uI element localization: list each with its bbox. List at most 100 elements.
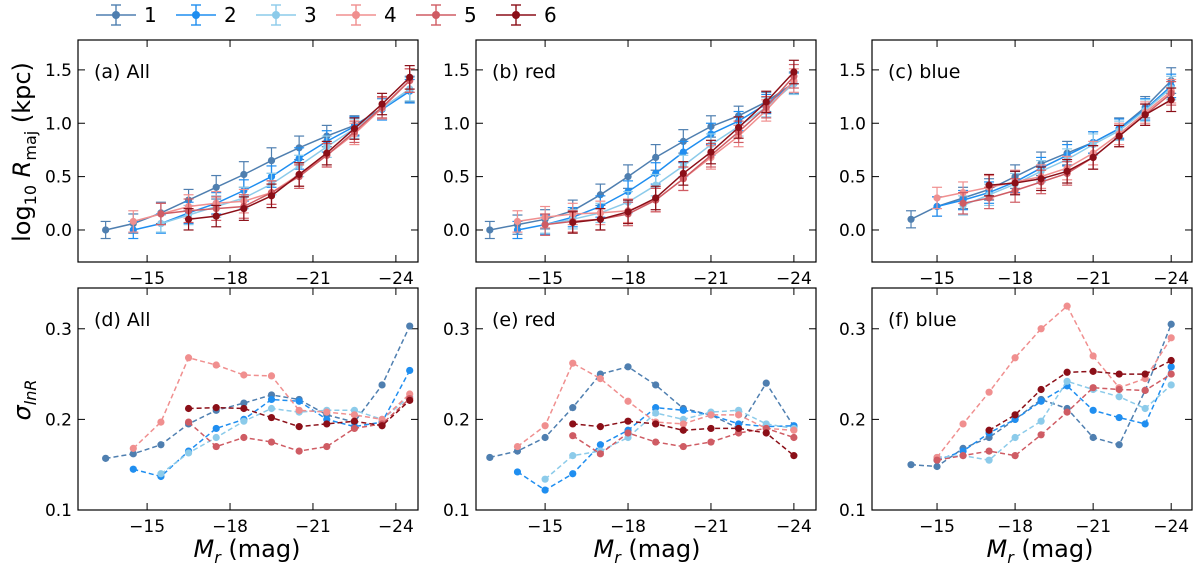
panel-f-series-1-point — [1089, 433, 1097, 442]
legend-label-5: 5 — [464, 3, 477, 27]
panel-d-series-1-line — [105, 325, 411, 460]
panel-e-series-2-point — [596, 441, 604, 449]
panel-d-series-3-point — [212, 433, 220, 442]
panel-d-series-5-point — [212, 442, 220, 451]
panel-d: (d) All −15 −18 −21 −24 0.1 0.2 0.3 — [45, 287, 419, 537]
panel-f-series-5-point — [985, 447, 993, 455]
panel-d-y-tick-label: 0.1 — [45, 501, 72, 521]
panel-a-y-tick-label: 0.0 — [45, 221, 72, 241]
panel-c-y-tick-label: 1.5 — [839, 61, 866, 81]
panel-c-x-tick-label: −18 — [997, 269, 1033, 289]
panel-d-x-tick-label: −18 — [212, 517, 248, 537]
panel-d-series-3-point — [240, 417, 248, 425]
panel-a-series-6-point — [240, 205, 248, 213]
panel-e-series-5-point — [790, 433, 798, 442]
panel-f-series-6-point — [1037, 385, 1045, 394]
panel-d-series-4-point — [157, 418, 165, 426]
panel-d-series-5-point — [350, 424, 359, 433]
panel-e-series-4-point — [679, 420, 687, 428]
panel-d-series-3-line — [160, 396, 411, 475]
legend-label-3: 3 — [304, 3, 317, 27]
panel-b-title: (b) red — [492, 61, 556, 83]
panel-d-series-1-point — [378, 381, 386, 389]
x-axis-title-b: Mr (mag) — [594, 535, 701, 567]
panel-e-title: (e) red — [492, 309, 556, 331]
panel-e-series-4-point — [707, 411, 715, 419]
panel-e-series-1-point — [762, 379, 770, 387]
panel-b-series-3-point — [652, 181, 660, 189]
panel-b-series-6-point — [596, 215, 604, 223]
panel-a-title: (a) All — [94, 61, 150, 83]
legend-swatch-marker-3 — [272, 11, 280, 19]
panel-f-x-tick-label: −24 — [1153, 517, 1189, 537]
panel-b-x-tick-label: −21 — [693, 269, 729, 289]
panel-a-series-6-point — [350, 124, 359, 133]
panel-f-series-5-line — [936, 373, 1172, 461]
panel-e-series-3-point — [652, 409, 660, 417]
panel-f-series-2-point — [1141, 420, 1149, 428]
panel-e-x-tick-label: −18 — [610, 517, 646, 537]
panel-c-x-tick-label: −15 — [919, 269, 955, 289]
panel-c-series-4-line — [936, 90, 1172, 199]
legend-swatch-marker-4 — [352, 11, 360, 19]
panel-e-series-6-point — [707, 424, 715, 433]
panel-d-series-3-point — [267, 404, 276, 413]
panel-a-series-6-point — [295, 170, 303, 179]
x-axis-title-a: Mr (mag) — [194, 535, 301, 567]
panel-d-series-1-point — [157, 441, 165, 449]
panel-f-series-6-point — [1167, 356, 1175, 365]
panel-e-series-6-point — [652, 420, 660, 428]
panel-b-series-5-point — [541, 221, 549, 229]
panel-e-series-5-point — [652, 438, 660, 446]
panel-c-series-6-point — [985, 181, 993, 189]
panel-e-series-4-point — [596, 375, 604, 383]
panel-e: (e) red −15 −18 −21 −24 0.1 0.2 0.3 — [443, 287, 817, 537]
panel-b-series-1-point — [624, 173, 632, 181]
panel-e-series-6-point — [624, 417, 632, 425]
panel-f-series-6-point — [1011, 411, 1019, 419]
panel-f-series-3-point — [1037, 417, 1045, 425]
panel-d-series-5-point — [240, 433, 248, 442]
panel-f-y-tick-label: 0.1 — [839, 501, 866, 521]
panel-b-series-5-line — [545, 75, 795, 226]
panel-e-series-6-point — [790, 452, 798, 460]
panel-f: (f) blue −15 −18 −21 −24 0.1 0.2 0.3 — [839, 287, 1193, 537]
panel-e-x-tick-label: −24 — [776, 517, 812, 537]
panel-c-series-6-point — [1089, 153, 1097, 162]
y-axis-title-bottom: σlnR — [8, 380, 40, 421]
panel-f-series-4-point — [1167, 334, 1175, 342]
panel-f-series-5-point — [1115, 385, 1123, 394]
panel-b-y-tick-label: 1.5 — [443, 61, 470, 81]
panel-b-y-tick-label: 1.0 — [443, 114, 470, 134]
panel-a-x-tick-label: −24 — [378, 269, 414, 289]
legend-swatch-marker-2 — [192, 11, 200, 19]
panel-f-series-4-point — [1011, 354, 1019, 362]
panel-d-series-4-point — [240, 371, 248, 379]
panel-b-series-6-point — [762, 98, 770, 106]
panel-d-series-4-point — [129, 444, 137, 452]
panel-e-series-2-point — [513, 468, 522, 476]
panel-d-series-2-point — [295, 397, 303, 405]
panel-a-series-5-point — [157, 210, 165, 218]
panel-c-frame — [871, 39, 1193, 263]
panel-e-series-1-point — [652, 381, 660, 389]
panel-f-series-6-point — [1141, 370, 1149, 378]
panel-f-series-3-line — [936, 380, 1172, 462]
panel-d-y-tick-label: 0.2 — [45, 410, 72, 430]
panel-f-x-tick-label: −21 — [1075, 517, 1111, 537]
panel-f-series-2-point — [1089, 406, 1097, 414]
panel-f-series-5-point — [933, 456, 941, 464]
panel-b-x-tick-label: −18 — [610, 269, 646, 289]
panel-f-series-5-point — [959, 452, 967, 460]
panel-e-series-2-point — [569, 470, 577, 478]
panel-d-series-4-point — [267, 372, 276, 380]
panel-a-series-6-point — [378, 100, 386, 108]
panel-e-x-tick-label: −15 — [527, 517, 563, 537]
panel-e-series-4-line — [517, 362, 794, 448]
panel-f-y-tick-label: 0.2 — [839, 410, 866, 430]
panel-a-series-1-point — [267, 157, 276, 165]
panel-b-series-6-point — [569, 218, 577, 227]
panel-e-series-4-point — [735, 411, 743, 419]
panel-d-series-2-point — [267, 395, 276, 404]
panel-b-series-6-point — [652, 194, 660, 202]
